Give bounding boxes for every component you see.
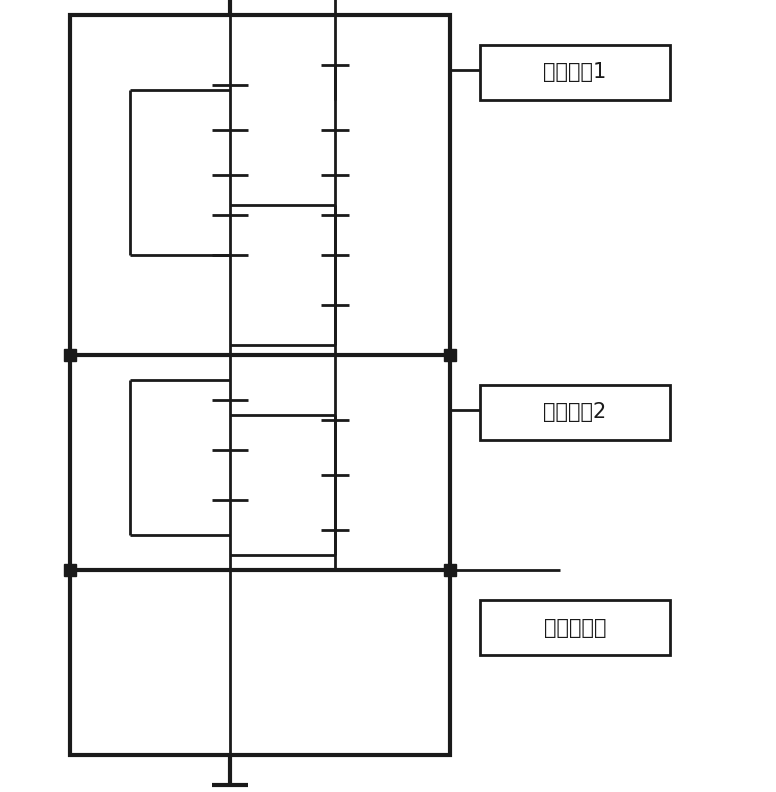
Bar <box>444 564 456 576</box>
Bar <box>64 564 76 576</box>
Bar <box>444 349 456 361</box>
Bar <box>480 600 670 655</box>
Text: 输出接丝杆: 输出接丝杆 <box>544 618 606 638</box>
Bar <box>480 385 670 440</box>
Bar <box>70 15 450 755</box>
Bar <box>64 349 76 361</box>
Bar <box>480 45 670 100</box>
Text: 电机输八1: 电机输八1 <box>543 63 607 82</box>
Text: 电机输八2: 电机输八2 <box>543 402 607 422</box>
